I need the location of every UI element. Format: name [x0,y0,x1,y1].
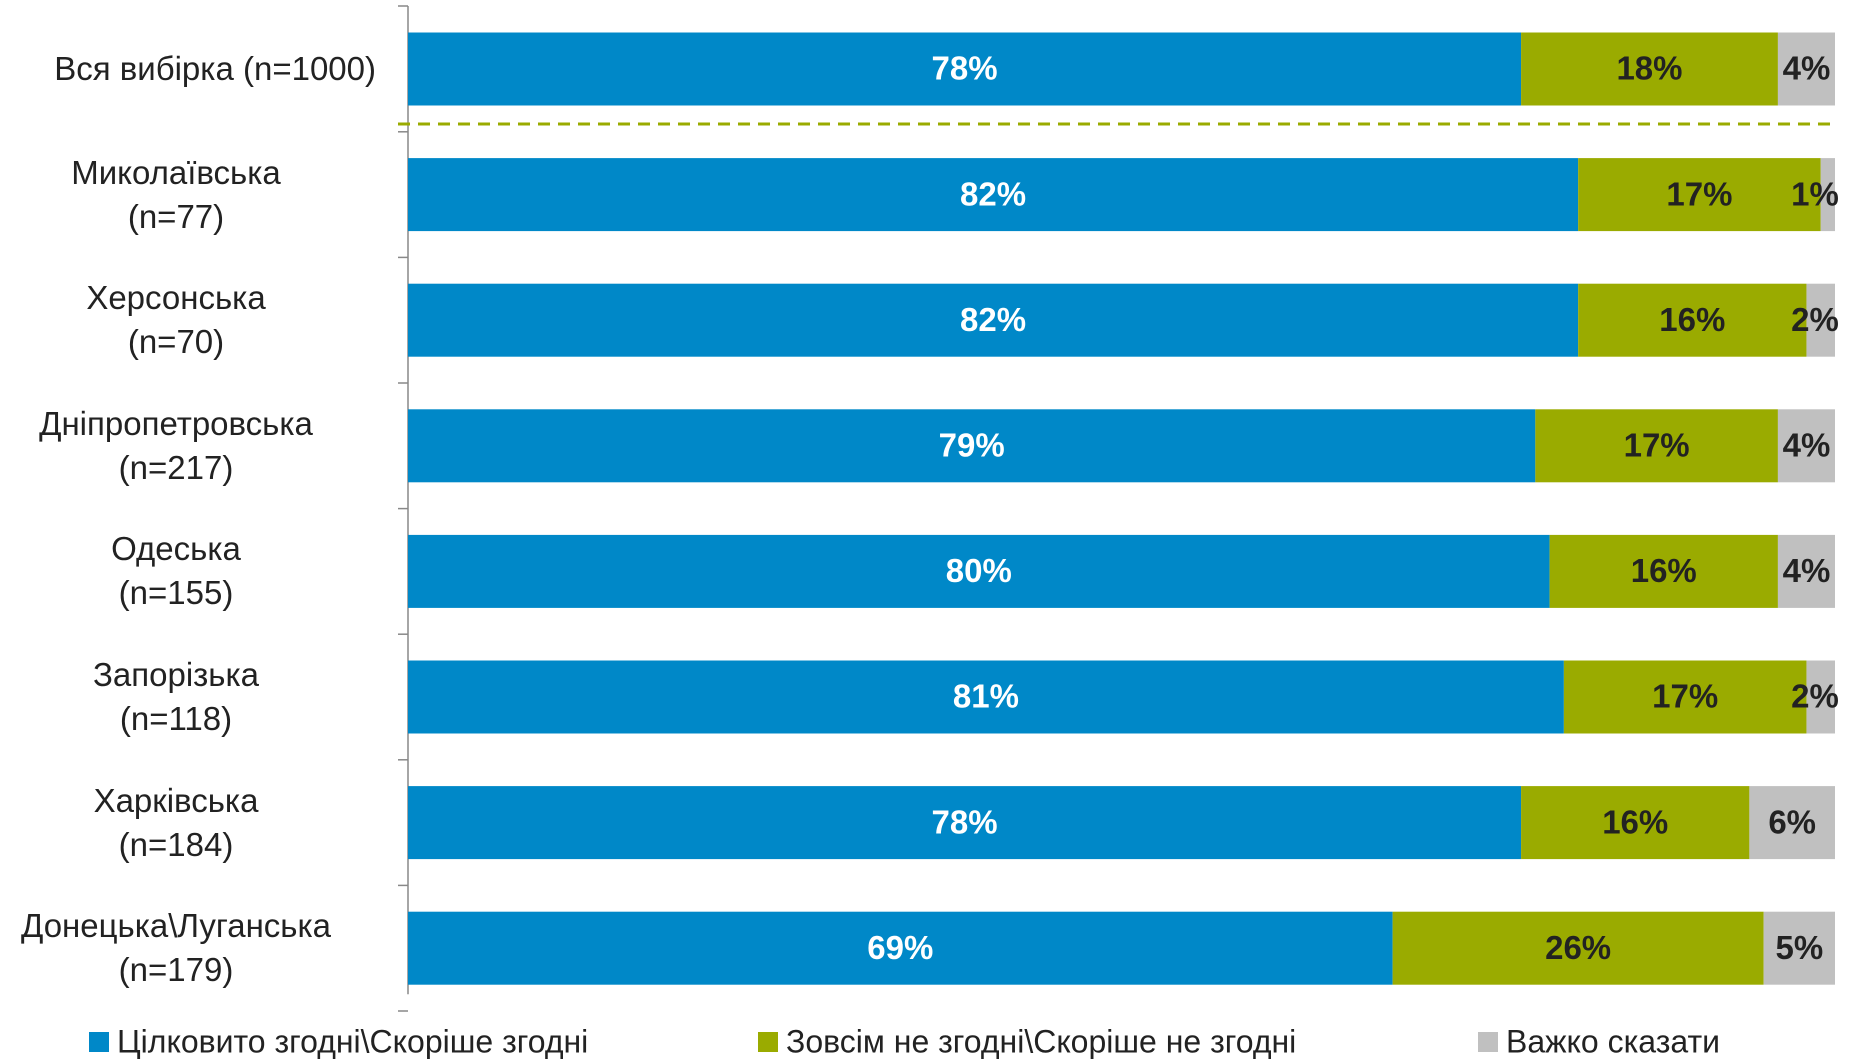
bar-segment [1806,283,1835,357]
value-label: 4% [1783,50,1831,87]
legend-label: Зовсім не згодні\Скоріше не згодні [786,1023,1296,1059]
value-label: 82% [960,175,1026,212]
bar-segment [408,660,1564,734]
category-label: Миколаївська (n=77) [71,153,281,235]
legend-label: Важко сказати [1506,1023,1720,1059]
bar-segment [1777,534,1835,608]
category-label: Дніпропетровська (n=217) [39,404,313,486]
category-label: Вся вибірка (n=1000) [54,50,376,87]
bar-segment [1535,409,1778,483]
bar-segment [408,32,1522,106]
category-label: Запорізька (n=118) [92,656,260,737]
value-label: 78% [931,50,997,87]
bar-segment [1549,534,1778,608]
legend-swatch [1478,1032,1498,1052]
value-label: 81% [953,678,1019,715]
value-label: 79% [939,427,1005,464]
value-label: 16% [1659,301,1725,338]
value-label: 2% [1791,678,1839,715]
value-label: 16% [1631,552,1697,589]
value-label: 17% [1624,427,1690,464]
value-label: 82% [960,301,1026,338]
legend-swatch [89,1032,109,1052]
bar-segment [408,786,1522,860]
value-label: 1% [1791,175,1839,212]
value-label: 18% [1616,50,1682,87]
value-label: 4% [1783,552,1831,589]
bar-segment [1578,158,1821,232]
bar-segment [1521,786,1750,860]
bar-segment [1578,283,1807,357]
value-label: 26% [1545,929,1611,966]
bar-segment [1392,911,1764,985]
bar-segment [1820,158,1835,232]
category-label: Донецька\Луганська (n=179) [20,907,332,989]
category-label: Харківська (n=184) [93,781,259,863]
value-label: 80% [946,552,1012,589]
value-label: 78% [931,803,997,840]
bar-segment [1777,32,1835,106]
bar-segment [408,911,1393,985]
category-label: Херсонська (n=70) [86,279,266,361]
bar-segment [408,158,1579,232]
legend-swatch [758,1032,778,1052]
value-label: 17% [1652,678,1718,715]
value-label: 17% [1666,175,1732,212]
bar-segment [1763,911,1835,985]
bar-segment [1806,660,1835,734]
value-label: 5% [1775,929,1823,966]
bar-segment [1777,409,1835,483]
bar-segment [1563,660,1807,734]
bar-segment [1521,32,1778,106]
category-label: Одеська (n=155) [111,530,241,612]
bar-segment [408,409,1536,483]
bar-segment [408,534,1550,608]
legend-label: Цілковито згодні\Скоріше згодні [117,1023,588,1059]
bar-segment [1749,786,1835,860]
bar-segment [408,283,1579,357]
value-label: 4% [1783,427,1831,464]
value-label: 16% [1602,803,1668,840]
value-label: 6% [1768,803,1816,840]
value-label: 2% [1791,301,1839,338]
value-label: 69% [867,929,933,966]
